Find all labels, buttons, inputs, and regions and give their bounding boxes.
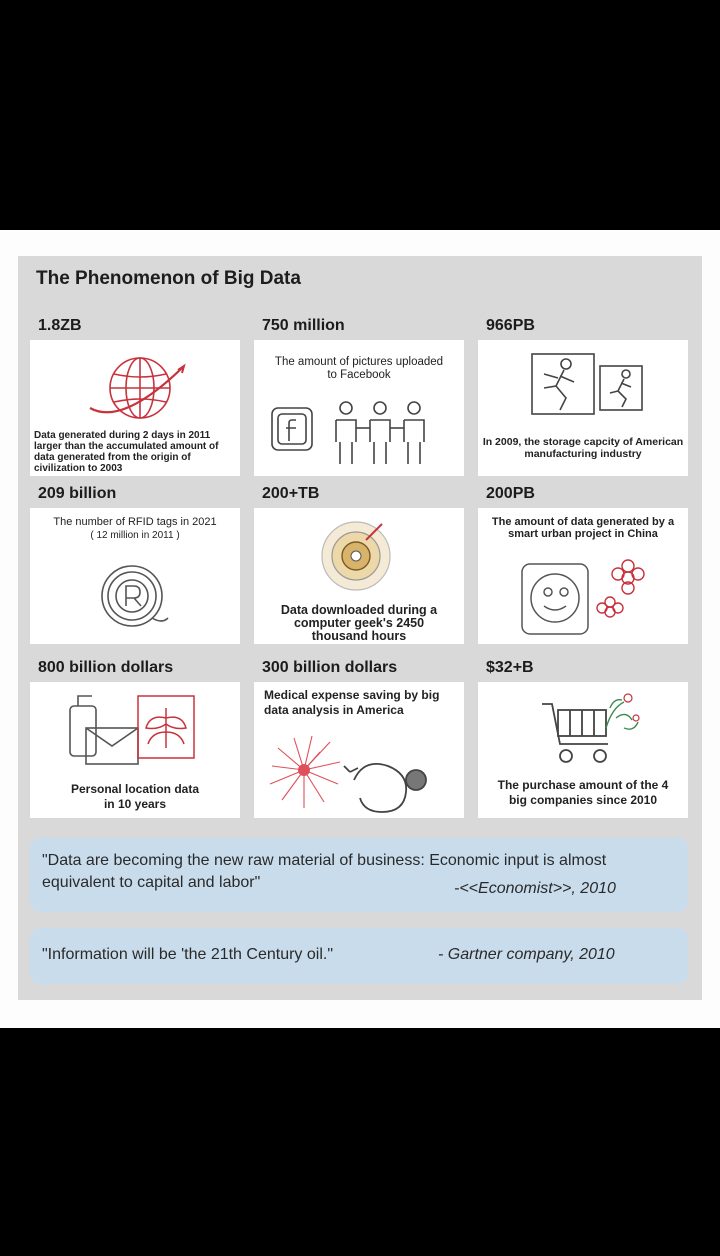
stat-cell-6: 200PB The amount of data generated by a … [478, 480, 688, 644]
quote-text: "Information will be 'the 21th Century o… [42, 946, 333, 963]
runner-frames-icon [531, 353, 643, 415]
stat-cell-7: 800 billion dollars Personal location da… [30, 654, 240, 818]
stat-value: 750 million [262, 317, 345, 334]
stat-value: 300 billion dollars [262, 659, 398, 676]
stat-cell-2: 750 million The amount of pictures uploa… [254, 312, 464, 476]
quote-text: "Data are becoming the new raw material … [42, 852, 607, 891]
stat-card: The purchase amount of the 4 big compani… [478, 682, 688, 818]
stat-text: The number of RFID tags in 2021 [53, 516, 217, 528]
stat-text: Data downloaded during a computer geek's… [280, 603, 438, 643]
quote-box-gartner: "Information will be 'the 21th Century o… [30, 928, 688, 984]
stat-card: Data generated during 2 days in 2011 lar… [30, 340, 240, 476]
smart-city-icon [521, 559, 645, 635]
shopping-cart-icon [542, 693, 640, 763]
stat-value: 966PB [486, 317, 535, 334]
quote-source: -<<Economist>>, 2010 [454, 880, 616, 897]
stat-cell-4: 209 billion The number of RFID tags in 2… [30, 480, 240, 644]
stat-value: 1.8ZB [38, 317, 82, 334]
quote-source: - Gartner company, 2010 [438, 946, 615, 963]
globe-icon [89, 357, 186, 419]
stethoscope-icon [269, 735, 427, 813]
stat-cell-3: 966PB In 2009, the storage capcity of Am… [478, 312, 688, 476]
stat-text: The amount of data generated by a smart … [491, 516, 675, 540]
rfid-tag-icon [101, 565, 169, 627]
stat-value: 200PB [486, 485, 535, 502]
stat-text: Personal location data in 10 years [70, 782, 200, 811]
stat-cell-8: 300 billion dollars Medical expense savi… [254, 654, 464, 818]
facebook-people-icon [271, 401, 425, 464]
stat-text: Medical expense saving by big data analy… [264, 688, 440, 717]
stat-card: Data downloaded during a computer geek's… [254, 508, 464, 644]
stat-card: In 2009, the storage capcity of American… [478, 340, 688, 476]
infographic-title: The Phenomenon of Big Data [36, 268, 301, 289]
stat-subtext: ( 12 million in 2011 ) [90, 530, 180, 541]
stat-cell-5: 200+TB Data downloaded during a computer… [254, 480, 464, 644]
stat-cell-1: 1.8ZB Data generated during 2 days in 20… [30, 312, 240, 476]
stat-card: The amount of pictures uploaded to Faceb… [254, 340, 464, 476]
stat-card: The number of RFID tags in 2021 ( 12 mil… [30, 508, 240, 644]
stat-cell-9: $32+B The purchase amo [478, 654, 688, 818]
phone-mail-icon [69, 695, 195, 765]
stat-value: $32+B [486, 659, 534, 676]
stat-text: The amount of pictures uploaded to Faceb… [274, 356, 444, 381]
disc-icon [321, 521, 391, 591]
quote-box-economist: "Data are becoming the new raw material … [30, 838, 688, 912]
stat-text: In 2009, the storage capcity of American… [482, 436, 684, 460]
title-tab [18, 256, 390, 298]
stat-text: Data generated during 2 days in 2011 lar… [34, 430, 219, 474]
stat-value: 200+TB [262, 485, 320, 502]
stat-card: Medical expense saving by big data analy… [254, 682, 464, 818]
stat-text: The purchase amount of the 4 big compani… [497, 778, 669, 807]
stat-value: 209 billion [38, 485, 117, 502]
stat-card: Personal location data in 10 years [30, 682, 240, 818]
infographic-photo: The Phenomenon of Big Data 1.8ZB Data ge… [0, 230, 720, 1028]
stat-value: 800 billion dollars [38, 659, 174, 676]
stat-card: The amount of data generated by a smart … [478, 508, 688, 644]
